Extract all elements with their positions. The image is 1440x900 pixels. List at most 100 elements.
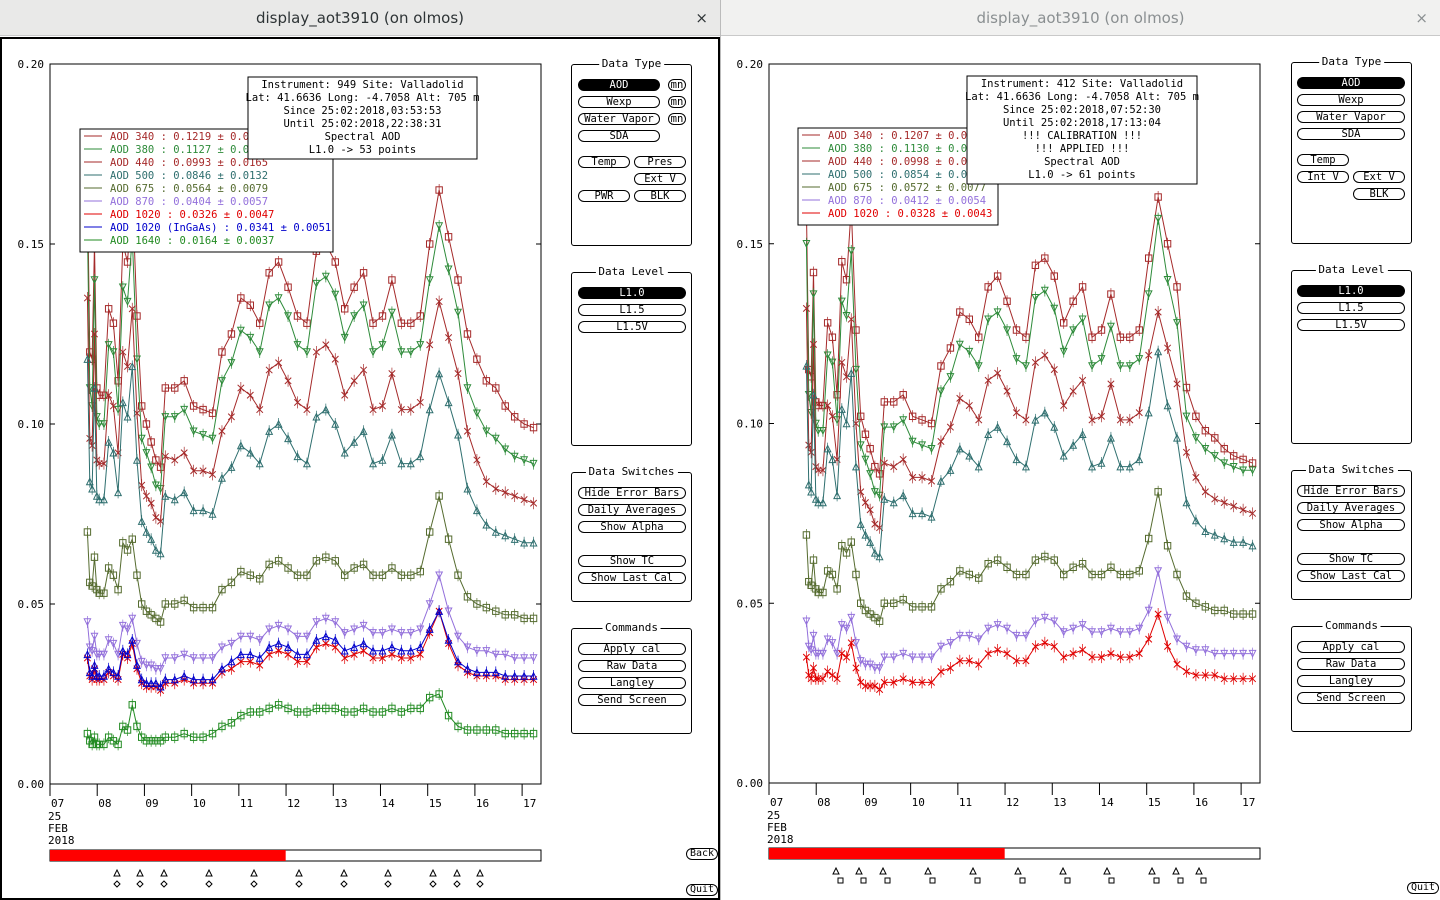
series-aod-440	[83, 292, 538, 528]
aod-button[interactable]: AOD	[1297, 77, 1405, 89]
series-line	[86, 693, 534, 746]
diamond-marker	[160, 880, 168, 888]
show-alpha-button[interactable]: Show Alpha	[1297, 519, 1405, 531]
close-icon[interactable]: ×	[1415, 9, 1428, 27]
wexp-button[interactable]: Wexp	[578, 96, 660, 108]
l10-button[interactable]: L1.0	[578, 287, 686, 299]
series-line	[805, 218, 1253, 497]
square-marker	[1200, 877, 1207, 884]
send-screen-button[interactable]: Send Screen	[578, 694, 686, 706]
legend-label: AOD 500 : 0.0846 ± 0.0132	[110, 170, 268, 182]
titlebar: display_aot3910 (on olmos) ×	[721, 0, 1440, 36]
triangle-marker	[879, 866, 887, 875]
y-tick-label: 0.10	[18, 418, 45, 431]
langley-button[interactable]: Langley	[578, 677, 686, 689]
series-aod-870	[802, 564, 1257, 674]
square-marker	[929, 877, 936, 884]
info-line: Instrument: 949 Site: Valladolid	[261, 79, 463, 91]
show-last-cal-button[interactable]: Show Last Cal	[1297, 570, 1405, 582]
series-line	[86, 225, 534, 490]
panel-title: Data Level	[1315, 263, 1388, 276]
legend-label: AOD 380 : 0.1127 ± 0.0	[110, 144, 249, 156]
panel-title: Data Level	[595, 265, 668, 278]
legend-label: AOD 500 : 0.0854 ± 0.0	[828, 169, 967, 181]
close-icon[interactable]: ×	[695, 9, 708, 27]
triangle-marker	[295, 868, 303, 877]
y-tick-label: 0.05	[18, 598, 45, 611]
show-last-cal-button[interactable]: Show Last Cal	[578, 572, 686, 584]
info-line: Lat: 41.6636 Long: -4.7058 Alt: 705 m	[965, 91, 1199, 103]
triangle-marker	[340, 868, 348, 877]
show-tc-button[interactable]: Show TC	[578, 555, 686, 567]
series-aod-1020-ingaas-	[83, 605, 538, 693]
l15-button[interactable]: L1.5	[1297, 302, 1405, 314]
mn-button[interactable]: mn	[668, 113, 686, 125]
legend-label: AOD 675 : 0.0572 ± 0.0077	[828, 182, 986, 194]
l15v-button[interactable]: L1.5V	[1297, 319, 1405, 331]
temp-button[interactable]: Temp	[1297, 154, 1349, 166]
x-tick-label: 17	[1242, 796, 1255, 809]
triangle-marker	[1148, 866, 1156, 875]
diamond-marker	[295, 880, 303, 888]
legend-label: AOD 1020 (InGaAs) : 0.0341 ± 0.0051	[110, 222, 331, 234]
series-line	[86, 609, 534, 692]
l15v-button[interactable]: L1.5V	[578, 321, 686, 333]
blk-button[interactable]: BLK	[1353, 188, 1405, 200]
pwr-button[interactable]: PWR	[578, 190, 630, 202]
diamond-marker	[340, 880, 348, 888]
series-aod-870	[83, 569, 538, 675]
time-range-fill	[50, 850, 286, 861]
back-button[interactable]: Back	[686, 848, 718, 860]
sda-button[interactable]: SDA	[1297, 128, 1405, 140]
l15-button[interactable]: L1.5	[578, 304, 686, 316]
apply-cal-button[interactable]: Apply cal	[578, 643, 686, 655]
square-marker	[1064, 877, 1071, 884]
x-tick-label: 08	[817, 796, 830, 809]
triangle-marker	[384, 868, 392, 877]
panel-title: Data Type	[1318, 55, 1385, 68]
series-aod-1640	[83, 688, 538, 751]
mn-button[interactable]: mn	[668, 79, 686, 91]
quit-button[interactable]: Quit	[686, 884, 718, 896]
hide-error-bars-button[interactable]: Hide Error Bars	[578, 487, 686, 499]
legend-box	[797, 127, 999, 226]
triangle-marker	[832, 866, 840, 875]
daily-averages-button[interactable]: Daily Averages	[1297, 502, 1405, 514]
hide-error-bars-button[interactable]: Hide Error Bars	[1297, 485, 1405, 497]
pres-button[interactable]: Pres	[634, 156, 686, 168]
mn-button[interactable]: mn	[668, 96, 686, 108]
water-vapor-button[interactable]: Water Vapor	[578, 113, 660, 125]
raw-data-button[interactable]: Raw Data	[1297, 658, 1405, 670]
aod-button[interactable]: AOD	[578, 79, 660, 91]
ext-v-button[interactable]: Ext V	[1353, 171, 1405, 183]
int-v-button[interactable]: Int V	[1297, 171, 1349, 183]
apply-cal-button[interactable]: Apply cal	[1297, 641, 1405, 653]
sda-button[interactable]: SDA	[578, 130, 660, 142]
x-tick-label: 09	[864, 796, 877, 809]
ext-v-button[interactable]: Ext V	[634, 173, 686, 185]
blk-button[interactable]: BLK	[634, 190, 686, 202]
data-switches-panel: Data Switches Hide Error Bars Daily Aver…	[571, 465, 692, 602]
show-alpha-button[interactable]: Show Alpha	[578, 521, 686, 533]
info-line: L1.0 -> 53 points	[309, 144, 416, 156]
send-screen-button[interactable]: Send Screen	[1297, 692, 1405, 704]
daily-averages-button[interactable]: Daily Averages	[578, 504, 686, 516]
wexp-button[interactable]: Wexp	[1297, 94, 1405, 106]
legend-label: AOD 1640 : 0.0164 ± 0.0037	[110, 235, 274, 247]
info-line: L1.0 -> 61 points	[1028, 169, 1135, 181]
triangle-marker	[1103, 866, 1111, 875]
langley-button[interactable]: Langley	[1297, 675, 1405, 687]
info-line: Until 25:02:2018,17:13:04	[1003, 117, 1161, 129]
triangle-marker	[160, 868, 168, 877]
aod-plot: 0.20 0.15 0.10 0.05 0.00 07 08 09 10 11 12 13 14 15 16…	[737, 58, 1261, 884]
water-vapor-button[interactable]: Water Vapor	[1297, 111, 1405, 123]
raw-data-button[interactable]: Raw Data	[578, 660, 686, 672]
diamond-marker	[205, 880, 213, 888]
quit-button[interactable]: Quit	[1407, 882, 1439, 894]
l10-button[interactable]: L1.0	[1297, 285, 1405, 297]
y-tick-label: 0.15	[18, 238, 45, 251]
temp-button[interactable]: Temp	[578, 156, 630, 168]
series-aod-675	[83, 490, 538, 628]
triangle-marker	[429, 868, 437, 877]
show-tc-button[interactable]: Show TC	[1297, 553, 1405, 565]
